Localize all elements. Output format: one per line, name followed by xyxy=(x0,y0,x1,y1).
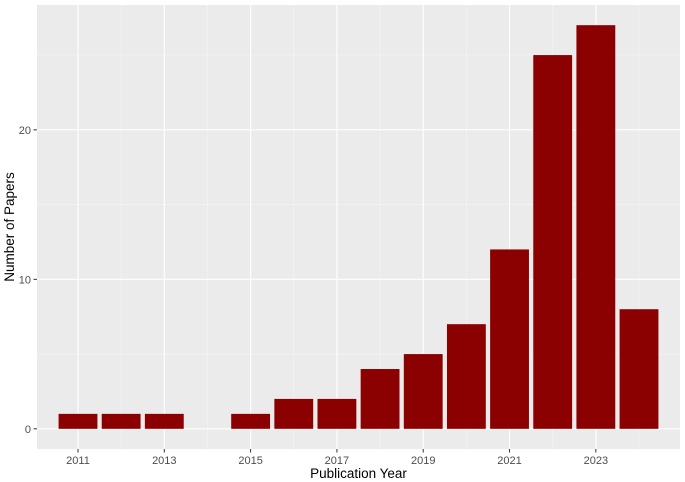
y-tick-label: 20 xyxy=(19,125,31,137)
bar-2011 xyxy=(58,413,98,429)
x-tick-label: 2019 xyxy=(411,455,435,467)
plot-panel xyxy=(37,5,680,449)
x-tick-label: 2021 xyxy=(497,455,521,467)
bar-2017 xyxy=(317,398,357,429)
bar-2019 xyxy=(403,354,443,429)
bar-2022 xyxy=(533,55,573,429)
y-axis-ticks: 0 10 20 xyxy=(19,125,37,436)
bars xyxy=(58,25,659,429)
x-axis-ticks: 2011 2013 2015 2017 2019 2021 2023 xyxy=(66,449,608,467)
bar-2021 xyxy=(490,249,529,429)
bar-2016 xyxy=(274,398,314,429)
bar-2024 xyxy=(619,309,659,429)
y-tick-label: 10 xyxy=(19,274,31,286)
x-tick-label: 2013 xyxy=(152,455,176,467)
x-tick-label: 2023 xyxy=(584,455,608,467)
bar-2023 xyxy=(576,25,616,429)
x-tick-label: 2017 xyxy=(325,455,349,467)
bar-2018 xyxy=(360,369,400,429)
y-axis-title: Number of Papers xyxy=(2,172,17,282)
bar-2012 xyxy=(101,413,141,429)
x-tick-label: 2015 xyxy=(238,455,262,467)
bar-2013 xyxy=(144,413,184,429)
x-tick-label: 2011 xyxy=(66,455,90,467)
bar-2020 xyxy=(446,324,486,429)
x-axis-title: Publication Year xyxy=(310,466,407,481)
bar-2015 xyxy=(231,413,271,429)
y-tick-label: 0 xyxy=(25,424,31,436)
